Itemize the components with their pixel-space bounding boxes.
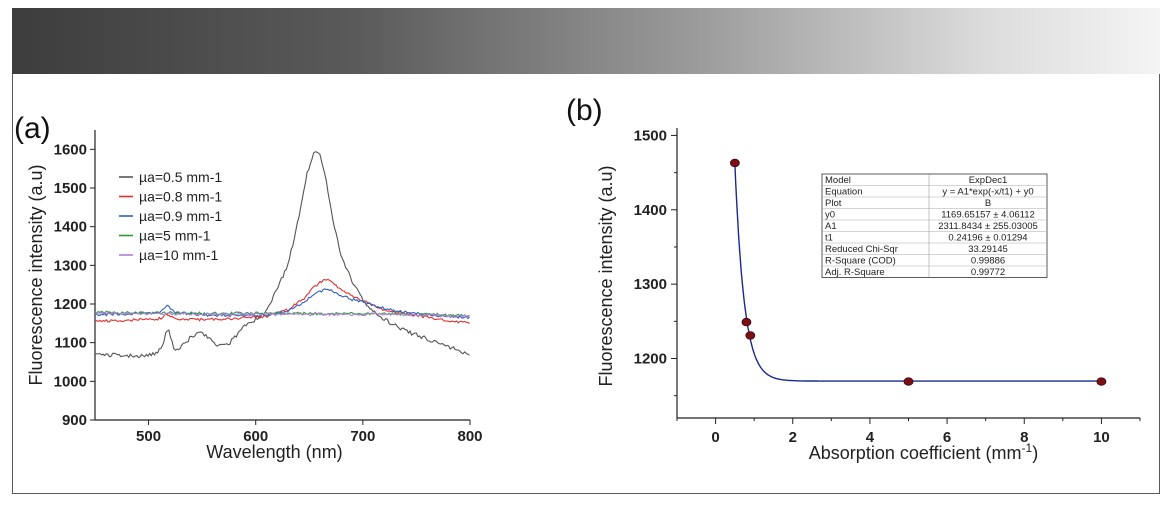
y-tick-label-a: 1400	[54, 219, 87, 236]
y-tick-label-b: 1300	[634, 276, 667, 293]
panel-label-b: (b)	[566, 94, 603, 127]
y-axis-title-b: Fluorescence intensity (a.u)	[596, 165, 616, 386]
legend-label-4: µa=5 mm-1	[139, 228, 211, 244]
x-tick-label-b: 0	[711, 429, 719, 446]
x-axis-title-a: Wavelength (nm)	[206, 442, 342, 462]
series-line-5	[95, 311, 470, 319]
fit-table-key: t1	[825, 233, 833, 244]
y-tick-label-a: 900	[62, 412, 87, 429]
fit-table-value: y = A1*exp(-x/t1) + y0	[942, 187, 1033, 198]
x-tick-label-a: 500	[136, 428, 161, 445]
fit-table-value: 0.24196 ± 0.01294	[948, 233, 1027, 244]
data-point	[745, 331, 756, 340]
figure-frame	[12, 74, 1160, 494]
series-line-2	[95, 278, 470, 324]
data-point	[741, 317, 752, 327]
fit-table-value: 2311.8434 ± 255.03005	[938, 221, 1038, 232]
y-tick-label-a: 1000	[54, 373, 87, 390]
fit-table	[821, 173, 1048, 278]
x-tick-label-b: 2	[789, 429, 797, 446]
data-point	[903, 377, 914, 386]
y-tick-label-a: 1200	[54, 296, 87, 313]
fit-table-value: 0.99772	[971, 267, 1005, 278]
x-tick-label-a: 800	[457, 428, 482, 445]
y-tick-label-a: 1100	[54, 335, 87, 352]
legend-label-1: µa=0.5 mm-1	[139, 169, 222, 185]
x-tick-label-b: 8	[1020, 429, 1028, 446]
x-axis-title-b: Absorption coefficient (mm-1)	[809, 441, 1038, 463]
fit-table-key: y0	[825, 210, 835, 221]
fit-table-value: 1169.65157 ± 4.06112	[941, 210, 1035, 221]
y-tick-label-a: 1600	[54, 141, 87, 158]
y-tick-label-b: 1200	[634, 351, 667, 368]
fit-table-key: Plot	[825, 198, 842, 209]
fit-table-key: Equation	[825, 187, 863, 198]
legend-label-2: µa=0.8 mm-1	[139, 189, 222, 205]
data-point	[1096, 377, 1107, 386]
fit-table-key: A1	[825, 221, 837, 232]
data-point	[729, 158, 740, 168]
fit-table-key: Adj. R-Square	[825, 267, 885, 278]
series-line-1	[95, 151, 470, 359]
legend-label-5: µa=10 mm-1	[139, 247, 218, 263]
header-banner	[12, 8, 1160, 74]
x-tick-label-b: 10	[1093, 429, 1110, 446]
fit-table-value: B	[985, 198, 991, 209]
x-tick-label-b: 4	[866, 429, 875, 446]
fit-table-key: Reduced Chi-Sqr	[825, 244, 898, 255]
fit-table-key: Model	[825, 175, 851, 186]
fit-table-key: R-Square (COD)	[825, 256, 896, 267]
fit-table-value: 33.29145	[968, 244, 1008, 255]
fit-curve	[734, 163, 1102, 382]
y-axis-title-a: Fluorescence intensity (a.u)	[26, 164, 46, 385]
legend-label-3: µa=0.9 mm-1	[139, 208, 222, 224]
fit-table-value: 0.99886	[971, 256, 1005, 267]
x-tick-label-b: 6	[943, 429, 951, 446]
y-tick-label-b: 1500	[634, 127, 667, 144]
x-tick-label-a: 700	[350, 428, 375, 445]
y-tick-label-b: 1400	[634, 202, 667, 219]
panel-label-a: (a)	[14, 112, 51, 145]
y-tick-label-a: 1500	[54, 180, 87, 197]
fit-table-value: ExpDec1	[969, 175, 1008, 186]
x-tick-label-a: 600	[243, 428, 268, 445]
y-tick-label-a: 1300	[54, 257, 87, 274]
